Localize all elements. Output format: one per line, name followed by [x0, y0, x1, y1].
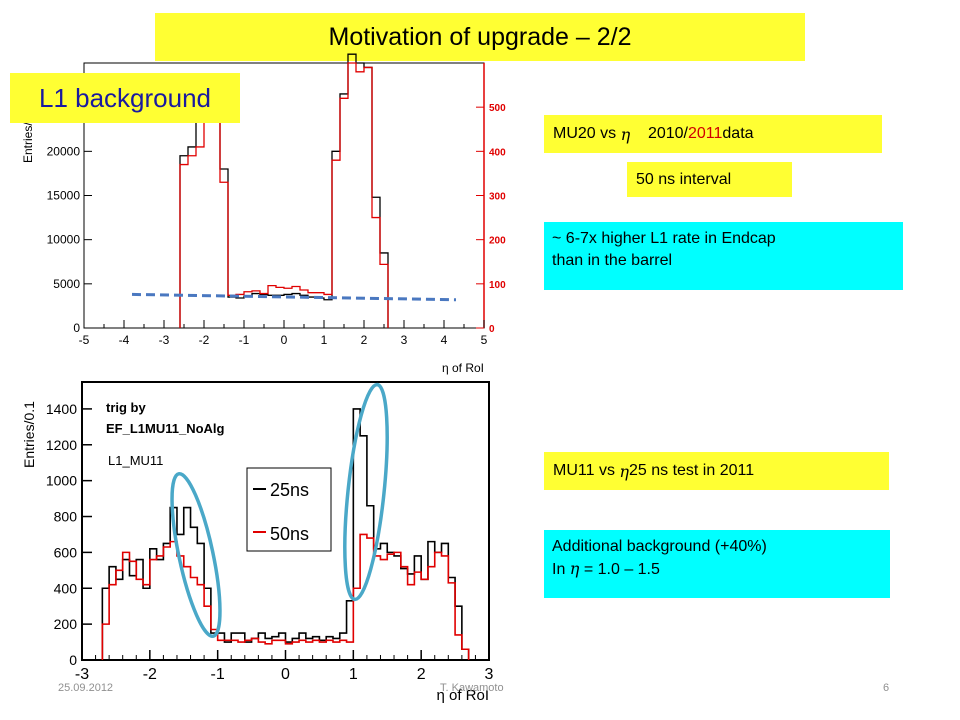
x-tick-label: -1	[239, 333, 250, 347]
y-tick-label: 200	[54, 616, 78, 632]
x-tick-label: -2	[143, 666, 157, 683]
reference-dashed-line	[131, 292, 457, 302]
y-tick-label: 15000	[47, 189, 81, 203]
x-tick-label: 1	[349, 666, 358, 683]
highlight-ellipse-right	[343, 382, 389, 602]
interval-label: 50 ns interval	[627, 162, 792, 197]
background-note: Additional background (+40%) In η = 1.0 …	[544, 530, 890, 598]
y-axis-label: Entries/0.1	[21, 401, 37, 468]
right-tick-label: 200	[489, 236, 506, 247]
x-axis-label: η of RoI	[442, 361, 484, 375]
footer-author: T. Kawamoto	[440, 682, 504, 694]
x-tick-label: -3	[75, 666, 89, 683]
eta-symbol: η	[619, 461, 629, 481]
footer-date: 25.09.2012	[58, 682, 114, 694]
right-tick-label: 300	[489, 192, 506, 203]
right-tick-label: 0	[489, 324, 495, 335]
x-tick-label: 5	[481, 333, 488, 347]
y-tick-label: 800	[54, 509, 78, 525]
x-tick-label: 0	[281, 333, 288, 347]
legend-label: 50ns	[270, 524, 309, 544]
mu11-label: MU11 vs η 25 ns test in 2011	[544, 452, 889, 490]
annotation: EF_L1MU11_NoAlg	[106, 421, 225, 436]
annotation: trig by	[106, 400, 146, 415]
l1-background-label: L1 background	[10, 73, 240, 123]
eta-symbol: η	[569, 559, 580, 578]
y-tick-label: 20000	[47, 144, 81, 158]
y-tick-label: 400	[54, 580, 78, 596]
x-axis-label: η of RoI	[436, 687, 489, 704]
y-tick-label: 600	[54, 544, 78, 560]
x-tick-label: 0	[281, 666, 290, 683]
y-tick-label: 0	[69, 652, 77, 668]
bottom-chart: -3 -2 -1 0 1 2 3 0 200 400 600 800 1000 1200 1400 Entri…	[21, 381, 494, 704]
x-tick-label: 2	[417, 666, 426, 683]
mu20-label: MU20 vs η 2010/2011 data	[544, 115, 882, 153]
x-tick-label: 3	[485, 666, 494, 683]
x-tick-label: 3	[401, 333, 408, 347]
x-tick-label: -4	[119, 333, 130, 347]
y-tick-label: 1400	[46, 401, 77, 417]
x-tick-label: -3	[159, 333, 170, 347]
legend-box	[246, 467, 332, 552]
y-tick-label: 5000	[53, 277, 80, 291]
right-tick-label: 100	[489, 280, 506, 291]
x-tick-label: -5	[79, 333, 90, 347]
footer-page: 6	[883, 682, 890, 694]
right-tick-label: 500	[489, 103, 506, 114]
legend-label: 25ns	[270, 480, 309, 500]
x-tick-label: 4	[441, 333, 448, 347]
slide-title: Motivation of upgrade – 2/2	[155, 13, 805, 61]
rate-note: ~ 6-7x higher L1 rate in Endcap than in …	[544, 222, 903, 290]
series-50ns	[101, 533, 470, 660]
right-tick-label: 400	[489, 147, 506, 158]
x-tick-label: -1	[211, 666, 225, 683]
x-tick-label: -2	[199, 333, 210, 347]
annotation: L1_MU11	[108, 453, 163, 468]
eta-symbol: η	[620, 124, 631, 144]
series-25ns	[101, 408, 470, 660]
x-tick-label: 2	[361, 333, 368, 347]
x-tick-label: 1	[321, 333, 328, 347]
y-tick-label: 10000	[47, 233, 81, 247]
highlight-ellipse-left	[170, 471, 222, 639]
y-tick-label: 1200	[46, 437, 77, 453]
y-tick-label: 1000	[46, 473, 77, 489]
y-tick-label: 0	[73, 321, 80, 335]
